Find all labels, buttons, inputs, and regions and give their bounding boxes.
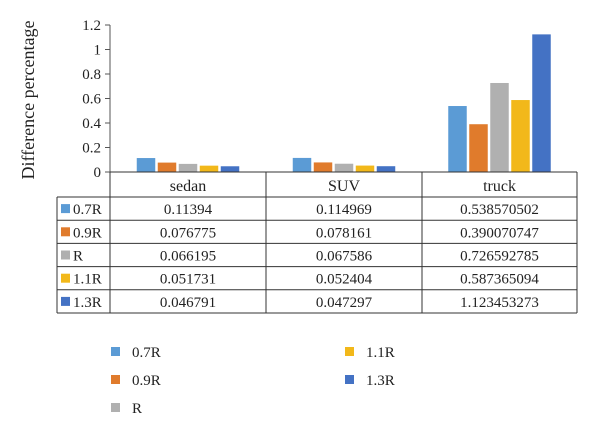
table-cell: 0.051731 (160, 272, 216, 288)
category-label: sedan (170, 178, 206, 195)
bar-truck-13r (532, 34, 551, 173)
category-label: SUV (328, 178, 360, 195)
row-series-label: 0.9R (73, 225, 102, 241)
bar-sedan-13r (220, 166, 240, 172)
y-tick-label: 1 (94, 43, 102, 59)
legend-key (345, 347, 354, 356)
legend-key (111, 347, 120, 356)
row-series-label: 1.3R (73, 295, 102, 311)
bar-suv-r (334, 163, 354, 172)
legend-key (345, 375, 354, 384)
table-cell: 0.052404 (316, 272, 373, 288)
category-label: truck (483, 178, 516, 195)
legend-key (111, 403, 120, 412)
table-cell: 1.123453273 (460, 295, 539, 311)
table-cell: 0.726592785 (460, 249, 539, 265)
legend-key (111, 375, 120, 384)
bar-truck-r (490, 82, 509, 172)
row-legend-key (61, 227, 70, 237)
bar-truck-11r (511, 100, 530, 172)
table-cell: 0.114969 (316, 202, 372, 218)
y-tick-label: 0 (94, 165, 102, 181)
bar-suv-13r (376, 166, 396, 172)
row-legend-key (61, 273, 70, 283)
legend-label: 0.7R (132, 345, 161, 361)
table-cell: 0.538570502 (460, 202, 539, 218)
y-axis: 0 0.2 0.4 0.6 0.8 1 1.2 (82, 18, 111, 181)
row-series-label: R (73, 249, 83, 265)
bar-suv-11r (355, 165, 375, 172)
table-cell: 0.046791 (160, 295, 216, 311)
table-cell: 0.076775 (160, 225, 216, 241)
legend-label: 1.3R (366, 373, 395, 389)
row-legend-key (61, 204, 70, 214)
row-legend-key (61, 296, 70, 306)
legend: 0.7R 0.9R R 1.1R 1.3R (111, 345, 395, 417)
row-series-label: 1.1R (73, 272, 102, 288)
y-tick-label: 0.8 (82, 67, 101, 83)
table-cell: 0.390070747 (460, 225, 539, 241)
bar-sedan-11r (199, 165, 219, 172)
legend-label: R (132, 401, 142, 417)
table-cell: 0.067586 (316, 249, 373, 265)
row-series-label: 0.7R (73, 202, 102, 218)
bar-sedan-09r (157, 162, 177, 172)
bar-suv-09r (313, 162, 333, 172)
bar-truck-07r (448, 106, 467, 172)
legend-label: 0.9R (132, 373, 161, 389)
table-cell: 0.066195 (160, 249, 216, 265)
bar-sedan-r (178, 163, 198, 172)
y-tick-label: 1.2 (82, 18, 101, 34)
bars (136, 34, 551, 173)
table-cell: 0.047297 (316, 295, 373, 311)
y-tick-label: 0.6 (82, 92, 101, 108)
legend-label: 1.1R (366, 345, 395, 361)
y-axis-label: Difference percentage (18, 20, 38, 179)
table-cell: 0.078161 (316, 225, 372, 241)
bar-suv-07r (292, 157, 312, 172)
table-cell: 0.587365094 (460, 272, 539, 288)
y-tick-label: 0.4 (82, 116, 101, 132)
row-legend-key (61, 250, 70, 260)
table-cell: 0.11394 (164, 202, 213, 218)
bar-sedan-07r (136, 158, 156, 172)
y-tick-label: 0.2 (82, 141, 101, 157)
data-table: sedan SUV truck 0.7R 0.11394 0.114969 0.538570… (56, 171, 578, 314)
bar-truck-09r (469, 124, 488, 172)
